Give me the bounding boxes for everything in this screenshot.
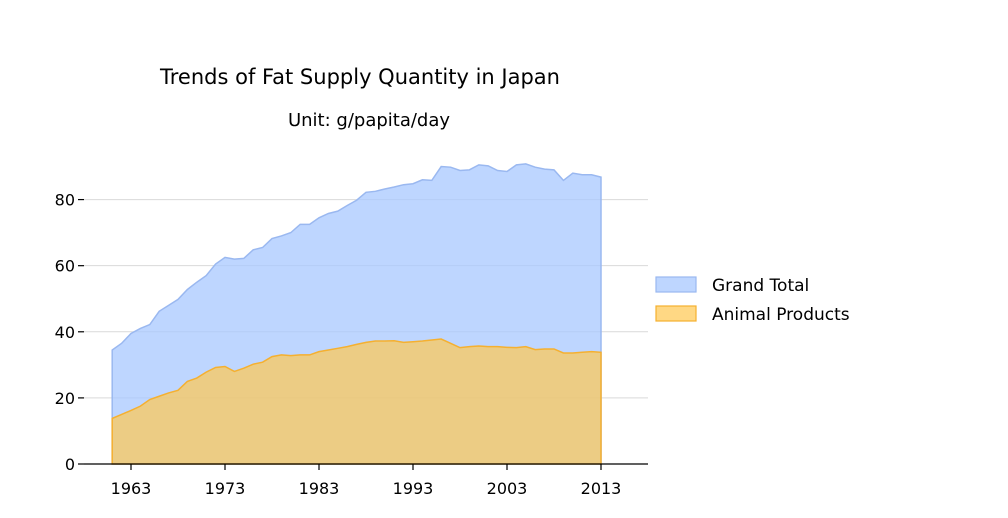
x-tick-label-4: 2003 — [487, 479, 528, 498]
chart-title: Trends of Fat Supply Quantity in Japan — [159, 65, 560, 89]
y-tick-label-2: 40 — [55, 323, 75, 342]
axes: 1963 1973 1983 1993 2003 2013 0 20 40 60 80 — [55, 191, 648, 498]
legend-label-0: Grand Total — [712, 276, 809, 296]
x-tick-label-3: 1993 — [393, 479, 434, 498]
legend: Grand Total Animal Products — [655, 276, 850, 325]
area-animal-products — [111, 338, 602, 465]
plot-areas — [111, 163, 602, 465]
x-tick-label-0: 1963 — [111, 479, 152, 498]
chart-subtitle: Unit: g/papita/day — [288, 110, 450, 131]
y-tick-label-3: 60 — [55, 257, 75, 276]
y-tick-label-1: 20 — [55, 389, 75, 408]
legend-label-1: Animal Products — [712, 305, 850, 325]
legend-swatch-1 — [655, 305, 697, 322]
y-tick-label-4: 80 — [55, 191, 75, 210]
y-tick-label-0: 0 — [65, 455, 75, 474]
x-tick-label-1: 1973 — [205, 479, 246, 498]
x-tick-label-2: 1983 — [299, 479, 340, 498]
x-tick-label-5: 2013 — [581, 479, 622, 498]
legend-swatch-0 — [655, 276, 697, 293]
